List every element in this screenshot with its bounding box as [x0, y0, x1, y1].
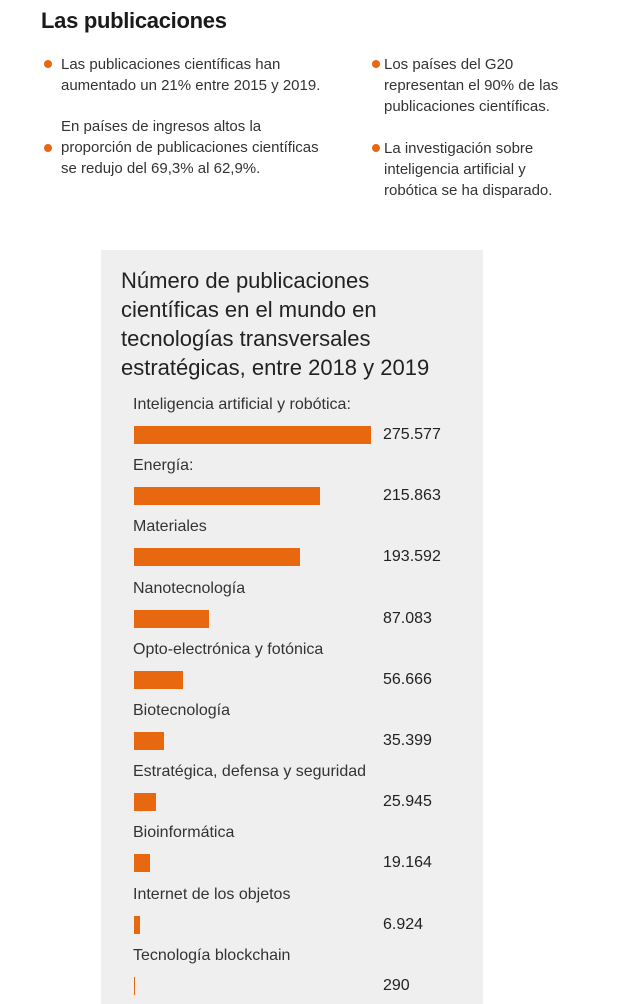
value-label: 19.164	[383, 854, 432, 872]
bar	[134, 732, 165, 750]
value-label: 193.592	[383, 548, 441, 566]
value-label: 6.924	[383, 915, 424, 933]
bullet-item: En países de ingresos altos la proporció…	[61, 118, 319, 177]
category-label: Inteligencia artificial y robótica:	[133, 396, 351, 413]
bar	[134, 854, 151, 873]
bar	[134, 670, 183, 689]
bullet-dot-icon	[44, 144, 52, 152]
page-title: Las publicaciones	[41, 8, 227, 33]
category-label: Estratégica, defensa y seguridad	[133, 763, 367, 781]
value-label: 215.863	[383, 487, 441, 505]
category-label: Bioinformática	[133, 824, 235, 842]
chart-panel: Número de publicaciones científicas en e…	[101, 250, 483, 1004]
category-label: Tecnología blockchain	[133, 946, 291, 964]
category-label: Nanotecnología	[133, 579, 246, 597]
bar	[134, 915, 140, 934]
bullet-dot-icon	[44, 60, 52, 68]
category-label: Biotecnología	[133, 702, 230, 719]
value-label: 87.083	[383, 609, 432, 627]
value-label: 56.666	[383, 670, 432, 688]
category-label: Internet de los objetos	[133, 885, 291, 903]
value-label: 290	[383, 976, 410, 994]
bullet-item: La investigación sobre inteligencia arti…	[384, 140, 553, 199]
bar	[134, 609, 209, 628]
chart-title: Número de publicaciones científicas en e…	[121, 268, 430, 380]
bar	[134, 548, 301, 567]
bar	[134, 793, 157, 812]
bar	[134, 426, 371, 444]
category-label: Opto-electrónica y fotónica	[133, 640, 324, 658]
category-label: Materiales	[133, 518, 207, 536]
bar	[134, 976, 135, 995]
bullet-item: Los países del G20 representan el 90% de…	[384, 56, 559, 115]
bullet-dot-icon	[372, 144, 380, 152]
bullet-dot-icon	[372, 60, 380, 68]
value-label: 275.577	[383, 426, 441, 443]
bullet-item: Las publicaciones científicas han aument…	[61, 56, 321, 94]
category-label: Energía:	[133, 457, 194, 475]
value-label: 35.399	[383, 732, 432, 749]
bar	[134, 487, 320, 506]
value-label: 25.945	[383, 793, 432, 811]
